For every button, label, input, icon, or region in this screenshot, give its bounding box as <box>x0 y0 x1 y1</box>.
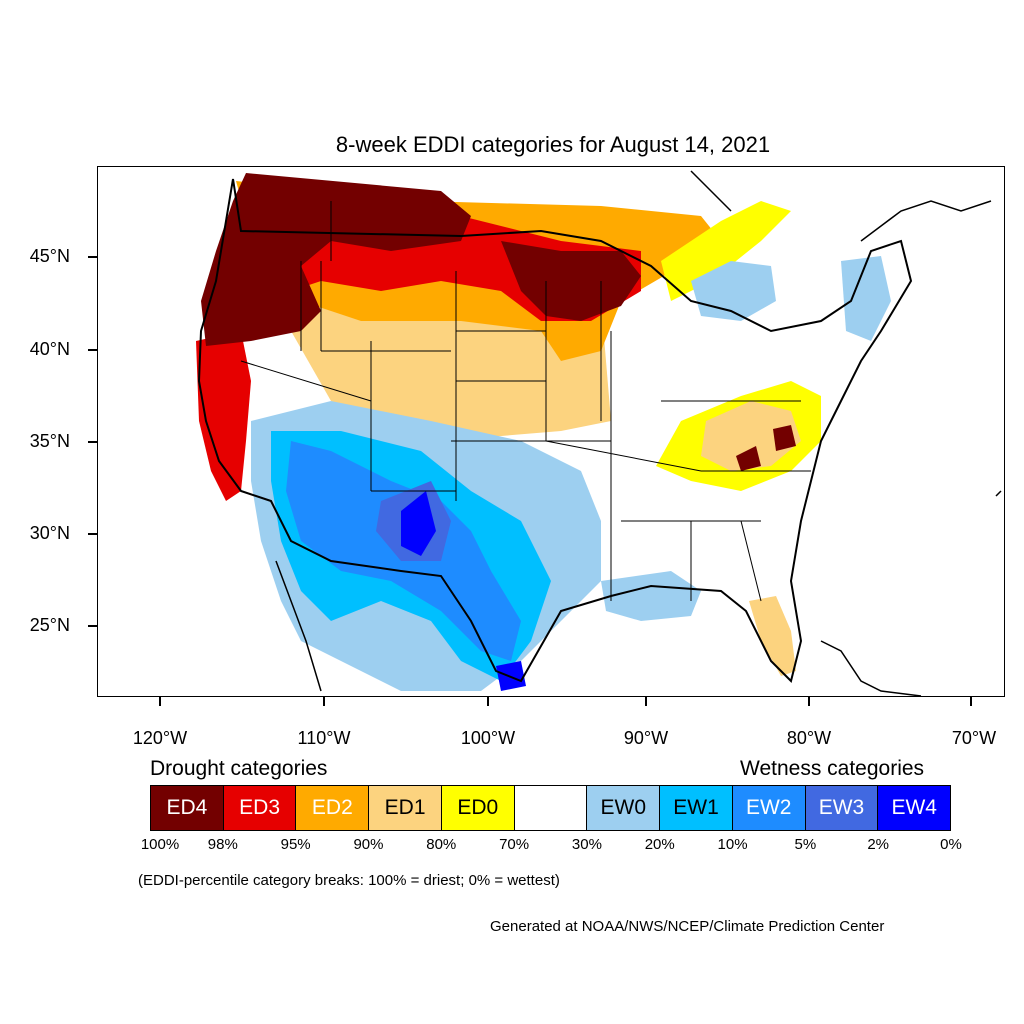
lon-label-90: 90°W <box>623 728 669 748</box>
drought-heading: Drought categories <box>150 757 328 780</box>
region-ew0-new-england <box>841 256 891 341</box>
lon-label-70: 70°W <box>951 728 997 748</box>
legend-break-label: 95% <box>280 836 311 853</box>
legend-cell-ed2: ED2 <box>296 786 370 830</box>
legend-cell-ed4: ED4 <box>151 786 224 830</box>
legend-break-label: 100% <box>140 836 180 853</box>
legend-break-label: 0% <box>940 836 962 853</box>
lon-tick <box>808 697 810 706</box>
lon-tick <box>487 697 489 706</box>
lon-tick <box>159 697 161 706</box>
legend-break-label: 10% <box>717 836 748 853</box>
legend-cell-ew1: EW1 <box>660 786 733 830</box>
legend-break-label: 5% <box>794 836 817 853</box>
lat-tick <box>88 533 97 535</box>
us-border <box>197 178 913 683</box>
map-title: 8-week EDDI categories for August 14, 20… <box>335 132 771 157</box>
legend-cell-ed3: ED3 <box>223 786 297 830</box>
lat-tick <box>88 349 97 351</box>
category-note: (EDDI-percentile category breaks: 100% =… <box>138 872 560 889</box>
coastline-canada-mexico <box>275 170 1002 696</box>
lat-tick <box>88 256 97 258</box>
region-ew0-gulf-coast <box>601 571 701 621</box>
legend-cell-ed1: ED1 <box>369 786 442 830</box>
lat-label-40: 40°N <box>29 339 70 359</box>
legend-break-label: 98% <box>207 836 238 853</box>
region-ed1-ohio-valley <box>701 401 801 471</box>
legend-break-label: 2% <box>867 836 890 853</box>
legend-break-label: 20% <box>644 836 675 853</box>
region-ed1-florida <box>749 596 796 676</box>
legend-cell-ew0: EW0 <box>587 786 661 830</box>
legend-cell-neutral <box>514 786 588 830</box>
legend-cell-ew3: EW3 <box>805 786 879 830</box>
region-ed4-virginia <box>773 425 796 451</box>
region-ed0-north-strip <box>661 201 791 301</box>
lon-label-80: 80°W <box>786 728 832 748</box>
region-ed4-northwest <box>201 173 471 346</box>
legend-cell-ew2: EW2 <box>732 786 806 830</box>
legend-cell-ew4: EW4 <box>878 786 951 830</box>
legend-break-label: 90% <box>353 836 384 853</box>
lat-label-30: 30°N <box>29 523 70 543</box>
legend-break-label: 70% <box>499 836 530 853</box>
region-ed4-appalachia <box>736 446 761 471</box>
lon-tick <box>645 697 647 706</box>
credit-line: Generated at NOAA/NWS/NCEP/Climate Predi… <box>490 918 885 935</box>
region-ew4-new-mexico <box>401 491 436 556</box>
region-ed4-upper-midwest <box>501 241 641 321</box>
lat-label-35: 35°N <box>29 431 70 451</box>
legend-break-label: 30% <box>571 836 602 853</box>
legend-break-label: 80% <box>426 836 457 853</box>
lat-tick <box>88 625 97 627</box>
legend-colorbar: ED4 ED3 ED2 ED1 ED0 EW0 EW1 EW2 EW3 EW4 <box>150 785 951 831</box>
lon-tick <box>970 697 972 706</box>
lon-label-110: 110°W <box>297 728 351 748</box>
eddi-map-graphic <box>196 170 1002 696</box>
state-lines <box>240 201 811 602</box>
lon-tick <box>323 697 325 706</box>
lat-tick <box>88 441 97 443</box>
lon-label-120: 120°W <box>132 728 188 748</box>
legend-cell-ed0: ED0 <box>441 786 515 830</box>
lat-label-25: 25°N <box>29 615 70 635</box>
lat-label-45: 45°N <box>29 246 70 266</box>
wetness-heading: Wetness categories <box>740 757 925 780</box>
lon-label-100: 100°W <box>460 728 516 748</box>
region-ed3-pacific-coast <box>196 331 251 501</box>
eddi-map <box>97 166 1005 697</box>
